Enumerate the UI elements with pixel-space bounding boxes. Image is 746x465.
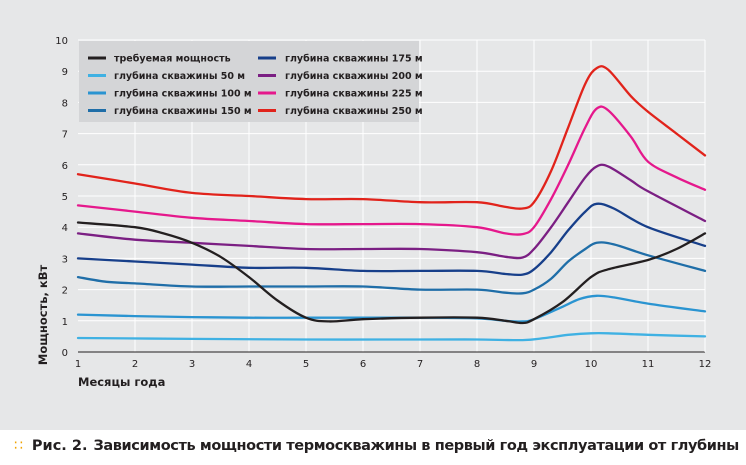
y-tick-label-5: 5 [62, 192, 68, 203]
y-tick-label-2: 2 [62, 286, 68, 297]
x-tick-label-2: 2 [132, 359, 138, 370]
chart-panel: 0 1 2 3 4 5 6 7 8 9 10 1 2 3 4 5 6 7 8 9 10 11 12 Мощность, к… [0, 0, 746, 454]
legend-label-1: глубина скважины 50 м [114, 71, 245, 82]
x-tick-labels: 1 2 3 4 5 6 7 8 9 10 11 12 [75, 359, 712, 370]
x-tick-label-11: 11 [642, 359, 655, 370]
legend-label-2: глубина скважины 100 м [114, 89, 252, 100]
x-tick-label-6: 6 [360, 359, 366, 370]
series-line-7 [76, 65, 707, 210]
legend-label-6: глубина скважины 225 м [285, 89, 423, 100]
caption-dots-icon: ∷ [14, 438, 23, 454]
x-tick-label-4: 4 [246, 359, 252, 370]
x-axis-label: Месяцы года [78, 375, 165, 389]
caption-text: Зависимость мощности термоскважины в пер… [93, 438, 739, 454]
x-tick-label-8: 8 [474, 359, 480, 370]
x-tick-label-9: 9 [531, 359, 537, 370]
caption-label: Рис. 2. [31, 438, 88, 454]
y-axis-label: Мощность, кВт [36, 265, 50, 366]
y-tick-label-8: 8 [62, 98, 68, 109]
legend-label-7: глубина скважины 250 м [285, 106, 423, 117]
legend-label-4: глубина скважины 175 м [285, 54, 423, 65]
y-tick-label-0: 0 [62, 348, 68, 359]
x-tick-label-1: 1 [75, 359, 81, 370]
legend-box [79, 41, 419, 122]
legend-label-3: глубина скважины 150 м [114, 106, 252, 117]
y-tick-label-7: 7 [62, 130, 68, 141]
legend: требуемая мощность глубина скважины 50 м г… [79, 41, 423, 122]
y-tick-labels: 0 1 2 3 4 5 6 7 8 9 10 [55, 36, 68, 359]
y-tick-label-1: 1 [62, 317, 68, 328]
x-tick-label-7: 7 [417, 359, 423, 370]
axes [78, 40, 706, 353]
x-tick-label-3: 3 [189, 359, 195, 370]
series-line-5 [76, 163, 707, 260]
x-tick-label-5: 5 [303, 359, 309, 370]
y-tick-label-6: 6 [62, 161, 68, 172]
y-tick-label-9: 9 [62, 67, 68, 78]
series-line-3 [76, 241, 707, 295]
series-line-4 [76, 202, 707, 277]
x-tick-label-12: 12 [699, 359, 712, 370]
legend-label-0: требуемая мощность [114, 54, 231, 65]
series-line-0 [76, 221, 707, 325]
legend-label-5: глубина скважины 200 м [285, 71, 423, 82]
series-line-6 [76, 105, 707, 236]
y-tick-label-3: 3 [62, 254, 68, 265]
figure-caption: ∷ Рис. 2. Зависимость мощности термосква… [14, 434, 739, 458]
y-tick-label-4: 4 [62, 223, 68, 234]
series-lines [76, 65, 707, 342]
x-tick-label-10: 10 [585, 359, 598, 370]
series-line-1 [76, 331, 707, 342]
y-tick-label-10: 10 [55, 36, 68, 47]
